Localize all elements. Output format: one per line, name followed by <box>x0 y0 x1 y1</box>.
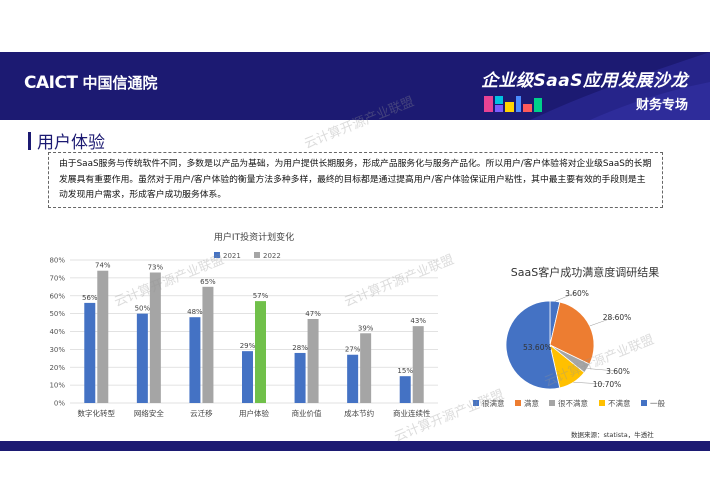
pie-legend-label: 一般 <box>650 398 665 408</box>
pie-legend-swatch <box>515 400 521 406</box>
x-tick-label: 数字化转型 <box>78 408 116 418</box>
y-tick-label: 20% <box>49 364 65 372</box>
pie-legend-label: 很满意 <box>482 398 505 408</box>
bar-value-label: 27% <box>345 346 361 354</box>
legend-label: 2021 <box>223 252 241 260</box>
y-tick-label: 10% <box>49 382 65 390</box>
logo-en-text: CAICT <box>24 72 78 93</box>
bar-value-label: 48% <box>187 308 203 316</box>
pie-legend-swatch <box>473 400 479 406</box>
pie-legend-label: 满意 <box>524 398 539 408</box>
bar-value-label: 74% <box>95 262 111 270</box>
intro-text-box: 由于SaaS服务与传统软件不同，多数是以产品为基础，为用户提供长期服务，形成产品… <box>48 152 663 208</box>
legend-swatch <box>214 252 220 258</box>
bar-value-label: 28% <box>292 344 308 352</box>
pie-value-label: 3.60% <box>606 367 630 376</box>
bar-value-label: 15% <box>397 367 413 375</box>
bar-value-label: 57% <box>253 292 269 300</box>
section-title-bar <box>28 131 31 150</box>
pie-slice <box>505 300 561 390</box>
section-title: 用户体验 <box>28 128 105 153</box>
caict-logo: CAICT 中国信通院 <box>24 72 158 93</box>
bar <box>97 270 109 403</box>
y-tick-label: 60% <box>49 292 65 300</box>
event-subtitle: 财务专场 <box>635 98 688 113</box>
bar <box>242 351 253 403</box>
pie-value-label: 10.70% <box>593 380 622 389</box>
bar-value-label: 47% <box>305 310 321 318</box>
pie-slice <box>549 301 595 365</box>
pie-value-label: 28.60% <box>603 313 632 322</box>
y-tick-label: 80% <box>49 257 65 265</box>
pie-legend-swatch <box>599 400 605 406</box>
y-tick-label: 70% <box>49 274 65 282</box>
y-tick-label: 30% <box>49 346 65 354</box>
x-tick-label: 商业价值 <box>292 408 322 418</box>
pie-legend-label: 很不满意 <box>558 398 588 408</box>
logo-cn-text: 中国信通院 <box>82 74 158 92</box>
x-tick-label: 网络安全 <box>134 408 164 418</box>
pie-leader-line <box>554 292 576 302</box>
bar <box>202 286 214 403</box>
event-title: 企业级SaaS应用发展沙龙 <box>481 71 688 91</box>
bar-value-label: 39% <box>358 324 374 332</box>
legend-swatch <box>254 252 260 258</box>
x-tick-label: 云迁移 <box>190 408 213 418</box>
bar-value-label: 73% <box>148 264 164 272</box>
bar <box>189 317 201 403</box>
bar <box>347 354 359 403</box>
header-banner: CAICT 中国信通院 企业级SaaS应用发展沙龙 财务专场 <box>0 52 710 120</box>
bar-value-label: 65% <box>200 278 216 286</box>
y-tick-label: 50% <box>49 310 65 318</box>
pie-value-label: 3.60% <box>565 289 589 298</box>
x-tick-label: 成本节约 <box>344 408 374 418</box>
y-tick-label: 0% <box>54 400 65 408</box>
data-source-note: 数据来源：statista，牛透社 <box>571 431 654 439</box>
bar <box>412 326 424 403</box>
bar <box>307 318 319 403</box>
bar-chart-title: 用户IT投资计划变化 <box>214 231 294 243</box>
pie-leader-line <box>589 316 616 327</box>
x-tick-label: 商业连续性 <box>393 408 431 418</box>
pie-chart-title: SaaS客户成功满意度调研结果 <box>511 265 659 279</box>
bar <box>360 333 372 403</box>
x-tick-label: 用户体验 <box>239 408 269 418</box>
bar <box>399 376 411 403</box>
bar <box>294 352 306 403</box>
footer-bar <box>0 441 710 451</box>
bar <box>136 313 148 403</box>
pie-legend-swatch <box>549 400 555 406</box>
header-swoosh-decoration <box>530 52 710 120</box>
satisfaction-pie-chart: SaaS客户成功满意度调研结果 3.60% 28.60% 3.60% 10.70% 53.… <box>473 265 665 408</box>
bar-value-label: 56% <box>82 294 98 302</box>
pie-leader-line <box>587 368 617 372</box>
section-title-text: 用户体验 <box>37 133 105 153</box>
bar-value-label: 29% <box>240 342 256 350</box>
pie-legend-label: 不满意 <box>608 398 631 408</box>
bar-value-label: 50% <box>135 305 151 313</box>
pie-legend-swatch <box>641 400 647 406</box>
bar <box>84 302 96 403</box>
bar <box>149 272 161 403</box>
event-color-blocks-icon <box>484 96 542 112</box>
legend-label: 2022 <box>263 252 281 260</box>
bar-value-label: 43% <box>410 317 426 325</box>
pie-leader-line <box>573 382 606 385</box>
pie-value-label: 53.60% <box>523 343 552 352</box>
it-investment-bar-chart: 用户IT投资计划变化 2021 2022 0% 10% 20% 30% 40% 50% 60% 70… <box>49 231 438 418</box>
y-tick-label: 40% <box>49 328 65 336</box>
bar <box>255 301 266 403</box>
